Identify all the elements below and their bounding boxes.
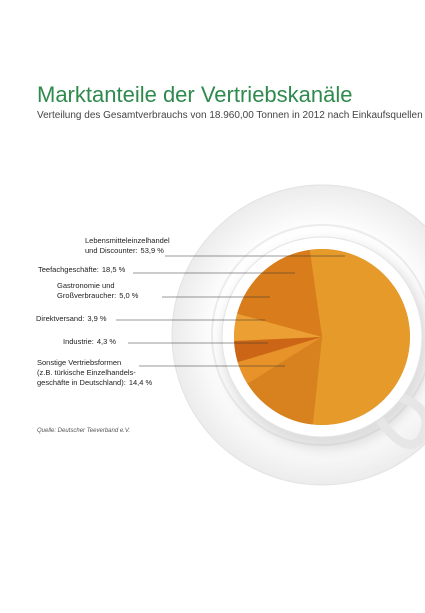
slice-label: Gastronomie und Großverbraucher: 5,0 % xyxy=(57,281,138,301)
category-label: Gastronomie und Großverbraucher: xyxy=(57,281,117,300)
value-label: 4,3 % xyxy=(96,337,117,346)
category-label: Sonstige Vertriebsformen (z.B. türkische… xyxy=(37,358,136,387)
slice-label: Direktversand: 3,9 % xyxy=(36,314,107,324)
pie-slice xyxy=(237,249,322,337)
value-label: 53,9 % xyxy=(140,246,164,255)
chart-subtitle: Verteilung des Gesamtverbrauchs von 18.9… xyxy=(37,110,423,121)
slice-label: Lebensmitteleinzelhandel und Discounter:… xyxy=(85,236,170,256)
pie-slice xyxy=(234,337,322,363)
slice-label: Sonstige Vertriebsformen (z.B. türkische… xyxy=(37,358,152,388)
category-label: Industrie: xyxy=(63,337,94,346)
pie-slice xyxy=(309,248,411,425)
value-label: 18,5 % xyxy=(101,265,126,274)
category-label: Lebensmitteleinzelhandel und Discounter: xyxy=(85,236,170,255)
slice-label: Industrie: 4,3 % xyxy=(63,337,116,347)
chart-title: Marktanteile der Vertriebskanäle xyxy=(37,82,353,107)
source-note: Quelle: Deutscher Teeverband e.V. xyxy=(37,428,131,434)
value-label: 5,0 % xyxy=(119,291,139,300)
pie-slice xyxy=(247,337,322,425)
cup-handle xyxy=(376,390,425,449)
category-label: Direktversand: xyxy=(36,314,85,323)
pie-slice xyxy=(234,313,322,342)
category-label: Teefachgeschäfte: xyxy=(38,265,99,274)
slice-label: Teefachgeschäfte: 18,5 % xyxy=(38,265,125,275)
value-label: 3,9 % xyxy=(87,314,107,323)
pie-slice xyxy=(237,337,322,384)
value-label: 14,4 % xyxy=(128,378,153,387)
